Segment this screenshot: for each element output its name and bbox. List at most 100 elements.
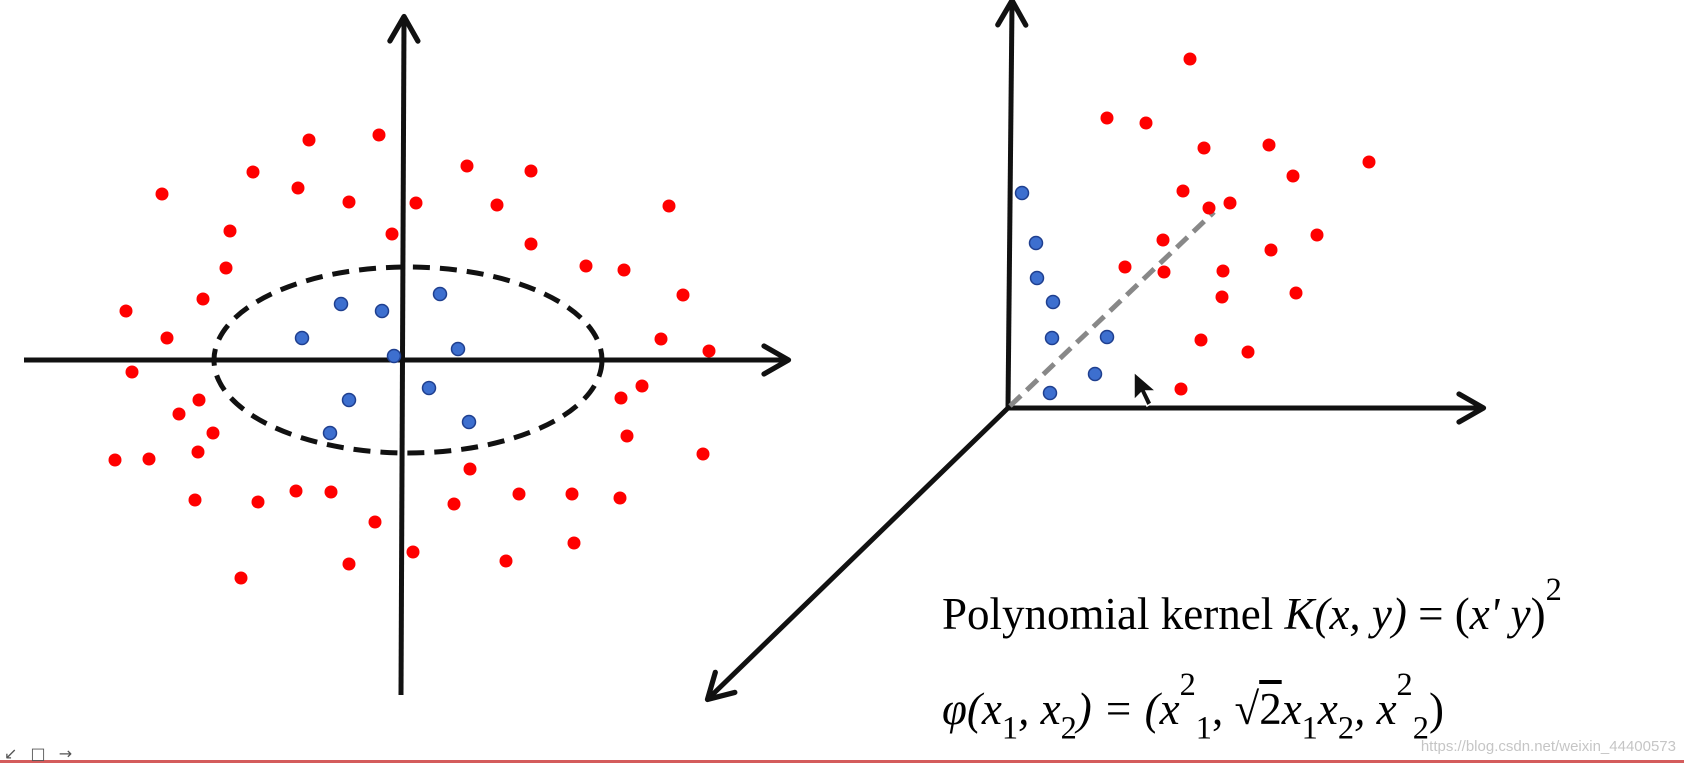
phi-t1-sub: 1 <box>1195 710 1212 747</box>
right-plot <box>704 0 1487 703</box>
outer-class-point-3d <box>1100 111 1114 125</box>
outer-class-point-3d <box>1286 169 1300 183</box>
outer-class-point <box>409 196 423 210</box>
phi-close: ) <box>1428 684 1444 735</box>
outer-class-point <box>223 224 237 238</box>
inner-class-point-3d <box>1099 329 1115 345</box>
outer-class-point <box>246 165 260 179</box>
outer-class-point <box>219 261 233 275</box>
outer-class-point-3d <box>1118 260 1132 274</box>
phi-mid-x2: x <box>1317 684 1338 735</box>
outer-class-point <box>125 365 139 379</box>
outer-class-point <box>499 554 513 568</box>
outer-class-point <box>302 133 316 147</box>
outer-class-point-3d <box>1289 286 1303 300</box>
phi-sub1: 1 <box>1001 710 1019 747</box>
outer-class-point-3d <box>1174 382 1188 396</box>
outer-class-point <box>662 199 676 213</box>
mouse-cursor-icon <box>1133 370 1159 408</box>
outer-class-point <box>676 288 690 302</box>
outer-class-point-3d <box>1202 201 1216 215</box>
outer-class-point-3d <box>1183 52 1197 66</box>
outer-class-point <box>191 445 205 459</box>
outer-class-point-3d <box>1216 264 1230 278</box>
inner-class-point-3d <box>1028 235 1044 251</box>
polynomial-kernel-formula: Polynomial kernel K(x, y) = (x' y)2 <box>942 574 1562 640</box>
kernel-label: Polynomial kernel <box>942 589 1274 640</box>
right-inner-points <box>1014 185 1115 401</box>
outer-class-point <box>447 497 461 511</box>
phi-comma: , x <box>1018 684 1061 735</box>
outer-class-point <box>289 484 303 498</box>
outer-class-point <box>188 493 202 507</box>
feature-map-formula: φ(x1, x2) = (x21, √2x1x2, x22) <box>942 669 1444 745</box>
phi-t1-exp: 2 <box>1179 667 1196 703</box>
sqrt-symbol: √ <box>1234 684 1260 735</box>
phi-mid-sub2: 2 <box>1337 710 1355 747</box>
outer-class-point-3d <box>1223 196 1237 210</box>
sqrt-argument: 2 <box>1259 684 1282 735</box>
outer-class-point <box>372 128 386 142</box>
outer-class-point-3d <box>1362 155 1376 169</box>
inner-class-point <box>461 414 477 430</box>
outer-class-point <box>463 462 477 476</box>
outer-class-point-3d <box>1176 184 1190 198</box>
outer-class-point <box>617 263 631 277</box>
outer-class-point <box>614 391 628 405</box>
inner-class-point-3d <box>1014 185 1030 201</box>
outer-class-point <box>155 187 169 201</box>
phi-args-open: (x <box>966 684 1002 735</box>
left-outer-points <box>108 128 716 585</box>
outer-class-point <box>196 292 210 306</box>
outer-class-point-3d <box>1264 243 1278 257</box>
kernel-close: ) <box>1530 589 1546 640</box>
decision-boundary-ellipse <box>211 264 605 456</box>
inner-class-point-3d <box>1087 366 1103 382</box>
outer-class-point <box>234 571 248 585</box>
outer-class-point <box>702 344 716 358</box>
outer-class-point <box>524 164 538 178</box>
outer-class-point-3d <box>1156 233 1170 247</box>
outer-class-point <box>119 304 133 318</box>
inner-class-point <box>386 348 402 364</box>
outer-class-point <box>385 227 399 241</box>
kernel-args: (x, y) <box>1314 589 1407 640</box>
inner-class-point <box>374 303 390 319</box>
inner-class-point <box>421 380 437 396</box>
kernel-rhs: x' y <box>1469 589 1531 640</box>
watermark-url: https://blog.csdn.net/weixin_44400573 <box>1420 738 1676 755</box>
outer-class-point-3d <box>1139 116 1153 130</box>
outer-class-point-3d <box>1197 141 1211 155</box>
outer-class-point <box>192 393 206 407</box>
inner-class-point-3d <box>1044 330 1060 346</box>
outer-class-point <box>579 259 593 273</box>
outer-class-point <box>172 407 186 421</box>
left-y-axis <box>387 13 421 696</box>
kernel-exponent: 2 <box>1545 572 1562 608</box>
outer-class-point <box>460 159 474 173</box>
phi-equals: ) = (x <box>1076 684 1180 735</box>
phi-sub2: 2 <box>1060 710 1077 747</box>
phi-t3-sub: 2 <box>1412 710 1429 747</box>
phi-mid-sub1: 1 <box>1301 710 1318 747</box>
outer-class-point <box>206 426 220 440</box>
inner-class-point <box>333 296 349 312</box>
inner-class-point <box>294 330 310 346</box>
outer-class-point <box>613 491 627 505</box>
outer-class-point <box>142 452 156 466</box>
outer-class-point <box>108 453 122 467</box>
outer-class-point-3d <box>1241 345 1255 359</box>
outer-class-point <box>160 331 174 345</box>
phi-mid-x1: x <box>1281 684 1302 735</box>
inner-class-point <box>341 392 357 408</box>
inner-class-point <box>322 425 338 441</box>
left-inner-points <box>294 286 477 441</box>
outer-class-point-3d <box>1157 265 1171 279</box>
right-outer-points <box>1100 52 1376 396</box>
outer-class-point <box>696 447 710 461</box>
outer-class-point <box>342 195 356 209</box>
presentation-toolbar-icons[interactable]: ↙ □ → <box>4 744 77 763</box>
outer-class-point-3d <box>1194 333 1208 347</box>
right-z-axis <box>995 0 1029 409</box>
